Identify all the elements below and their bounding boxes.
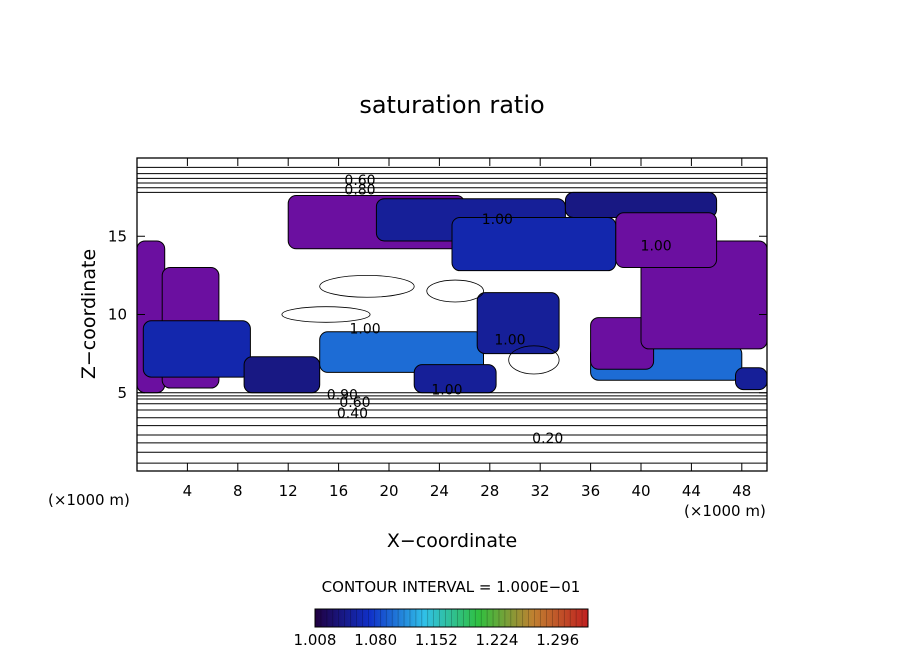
colorbar-tick-label-2: 1.152 [415,631,458,649]
x-tick-label-8: 8 [233,482,243,500]
y-axis-ticks: 5 10 15 [108,227,767,402]
contour-label-2: 1.00 [482,212,513,228]
contour-label-0: 0.60 [344,173,375,189]
contour-interval-label: CONTOUR INTERVAL = 1.000E−01 [322,578,581,596]
colorbar-tick-labels: 1.008 1.080 1.152 1.224 1.296 [294,631,580,649]
x-tick-label-24: 24 [430,482,449,500]
subsaturated-contour-0 [319,274,415,298]
y-tick-label-5: 5 [117,384,127,402]
contour-label-5: 1.00 [494,333,525,349]
y-tick-label-15: 15 [108,227,127,245]
colorbar-tick-label-0: 1.008 [294,631,337,649]
plot-area [137,166,767,464]
subsaturated-contour-lines [281,274,560,375]
subsaturated-contour-1 [426,279,484,303]
x-tick-label-20: 20 [379,482,398,500]
supersaturated-region-10 [735,367,767,391]
contour-label-10: 0.20 [532,431,563,447]
x-tick-label-40: 40 [631,482,650,500]
supersaturated-regions [137,191,767,394]
supersaturated-region-3 [243,356,321,394]
x-axis-units-right: (×1000 m) [684,502,766,520]
x-axis-label: X−coordinate [387,530,517,552]
colorbar-tick-label-3: 1.224 [476,631,519,649]
x-axis-units-left: (×1000 m) [48,491,130,509]
colorbar [314,608,589,628]
x-tick-label-12: 12 [279,482,298,500]
x-axis-ticks: 4 8 12 16 20 24 28 32 36 40 44 48 [183,158,751,500]
contour-lines [137,166,767,464]
supersaturated-region-6 [476,292,560,355]
x-tick-label-4: 4 [183,482,193,500]
contour-label-9: 0.40 [337,406,368,422]
subsaturated-contour-3 [508,345,560,375]
x-tick-label-16: 16 [329,482,348,500]
supersaturated-region-15 [615,212,718,269]
contour-label-7: 0.90 [327,387,358,403]
contour-label-8: 0.60 [339,395,370,411]
y-tick-label-10: 10 [108,306,127,324]
x-tick-label-32: 32 [531,482,550,500]
supersaturated-region-2 [142,320,251,378]
y-axis-label: Z−coordinate [78,249,100,379]
contour-label-4: 1.00 [349,322,380,338]
supersaturated-region-13 [451,216,617,272]
chart-title: saturation ratio [359,91,544,119]
contour-labels: 0.600.801.001.001.001.001.000.900.600.40… [327,173,672,447]
x-tick-label-28: 28 [480,482,499,500]
x-tick-label-48: 48 [732,482,751,500]
contour-label-3: 1.00 [641,239,672,255]
colorbar-tick-label-1: 1.080 [354,631,397,649]
contour-label-6: 1.00 [431,383,462,399]
x-tick-label-36: 36 [581,482,600,500]
colorbar-tick-label-4: 1.296 [536,631,579,649]
x-tick-label-44: 44 [682,482,701,500]
contour-label-1: 0.80 [344,182,375,198]
subsaturated-contour-2 [281,306,371,323]
colorbar-stripes [320,609,583,627]
